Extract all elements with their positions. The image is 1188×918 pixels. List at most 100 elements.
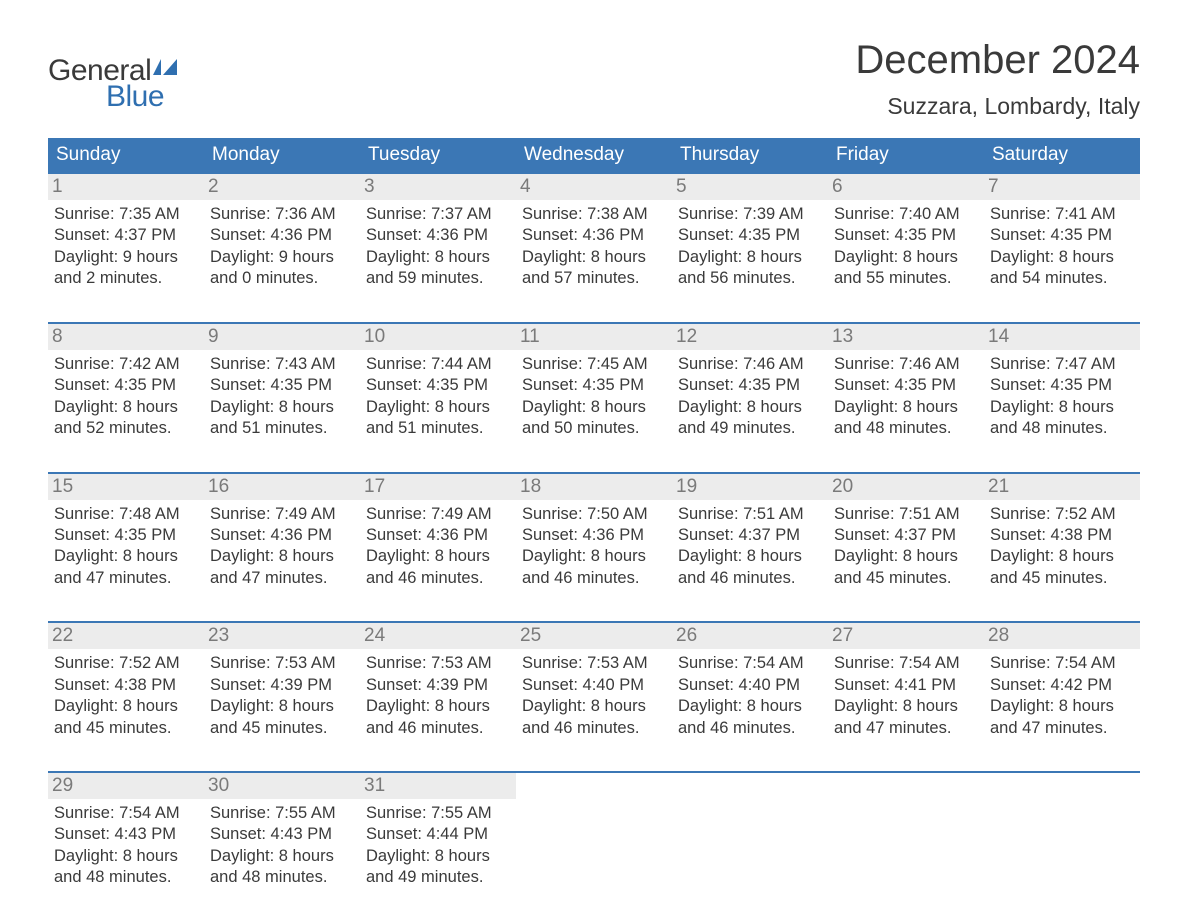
sunrise-line: Sunrise: 7:50 AM bbox=[522, 504, 666, 525]
day-number: 8 bbox=[48, 324, 204, 350]
sunrise-line: Sunrise: 7:54 AM bbox=[54, 803, 198, 824]
day-info: Sunrise: 7:36 AMSunset: 4:36 PMDaylight:… bbox=[210, 204, 354, 290]
dow-cell: Thursday bbox=[672, 138, 828, 172]
day-info: Sunrise: 7:55 AMSunset: 4:43 PMDaylight:… bbox=[210, 803, 354, 889]
daylight-line: Daylight: 8 hours and 54 minutes. bbox=[990, 247, 1134, 290]
daylight-line: Daylight: 8 hours and 49 minutes. bbox=[366, 846, 510, 889]
day-info: Sunrise: 7:47 AMSunset: 4:35 PMDaylight:… bbox=[990, 354, 1134, 440]
sunrise-line: Sunrise: 7:51 AM bbox=[678, 504, 822, 525]
day-info: Sunrise: 7:53 AMSunset: 4:40 PMDaylight:… bbox=[522, 653, 666, 739]
day-cell: 9 Sunrise: 7:43 AMSunset: 4:35 PMDaylight… bbox=[204, 324, 360, 462]
page-subtitle: Suzzara, Lombardy, Italy bbox=[855, 93, 1140, 120]
day-number: 27 bbox=[828, 623, 984, 649]
logo: General Blue bbox=[48, 54, 183, 114]
sunset-line: Sunset: 4:35 PM bbox=[54, 375, 198, 396]
logo-line2: Blue bbox=[106, 80, 183, 114]
day-info: Sunrise: 7:51 AMSunset: 4:37 PMDaylight:… bbox=[834, 504, 978, 590]
dow-cell: Sunday bbox=[48, 138, 204, 172]
day-cell: 23Sunrise: 7:53 AMSunset: 4:39 PMDayligh… bbox=[204, 623, 360, 761]
week-row: 1Sunrise: 7:35 AMSunset: 4:37 PMDaylight… bbox=[48, 172, 1140, 312]
daylight-line: Daylight: 8 hours and 45 minutes. bbox=[54, 696, 198, 739]
day-cell: 15Sunrise: 7:48 AMSunset: 4:35 PMDayligh… bbox=[48, 474, 204, 612]
sunset-line: Sunset: 4:35 PM bbox=[678, 225, 822, 246]
day-info: Sunrise: 7:48 AMSunset: 4:35 PMDaylight:… bbox=[54, 504, 198, 590]
sunset-line: Sunset: 4:36 PM bbox=[210, 525, 354, 546]
sunset-line: Sunset: 4:35 PM bbox=[210, 375, 354, 396]
daylight-line: Daylight: 8 hours and 47 minutes. bbox=[210, 546, 354, 589]
sunrise-line: Sunrise: 7:55 AM bbox=[210, 803, 354, 824]
sunset-line: Sunset: 4:37 PM bbox=[678, 525, 822, 546]
day-number: 9 bbox=[204, 324, 360, 350]
day-info: Sunrise: 7:54 AMSunset: 4:42 PMDaylight:… bbox=[990, 653, 1134, 739]
day-cell: 26Sunrise: 7:54 AMSunset: 4:40 PMDayligh… bbox=[672, 623, 828, 761]
day-info: Sunrise: 7:42 AMSunset: 4:35 PMDaylight:… bbox=[54, 354, 198, 440]
sunset-line: Sunset: 4:40 PM bbox=[678, 675, 822, 696]
day-cell: 4Sunrise: 7:38 AMSunset: 4:36 PMDaylight… bbox=[516, 174, 672, 312]
sunset-line: Sunset: 4:38 PM bbox=[990, 525, 1134, 546]
sunrise-line: Sunrise: 7:53 AM bbox=[366, 653, 510, 674]
sunset-line: Sunset: 4:43 PM bbox=[54, 824, 198, 845]
week-row: 15Sunrise: 7:48 AMSunset: 4:35 PMDayligh… bbox=[48, 472, 1140, 612]
daylight-line: Daylight: 8 hours and 46 minutes. bbox=[678, 696, 822, 739]
daylight-line: Daylight: 8 hours and 45 minutes. bbox=[990, 546, 1134, 589]
day-cell: 1Sunrise: 7:35 AMSunset: 4:37 PMDaylight… bbox=[48, 174, 204, 312]
sunset-line: Sunset: 4:35 PM bbox=[834, 225, 978, 246]
daylight-line: Daylight: 8 hours and 46 minutes. bbox=[678, 546, 822, 589]
day-info: Sunrise: 7:37 AMSunset: 4:36 PMDaylight:… bbox=[366, 204, 510, 290]
daylight-line: Daylight: 8 hours and 51 minutes. bbox=[366, 397, 510, 440]
sunset-line: Sunset: 4:35 PM bbox=[522, 375, 666, 396]
day-info: Sunrise: 7:54 AMSunset: 4:40 PMDaylight:… bbox=[678, 653, 822, 739]
day-number: 11 bbox=[516, 324, 672, 350]
day-cell: 21 Sunrise: 7:52 AMSunset: 4:38 PMDayligh… bbox=[984, 474, 1140, 612]
daylight-line: Daylight: 8 hours and 45 minutes. bbox=[834, 546, 978, 589]
sunset-line: Sunset: 4:36 PM bbox=[522, 525, 666, 546]
day-info: Sunrise: 7:35 AMSunset: 4:37 PMDaylight:… bbox=[54, 204, 198, 290]
day-number: 10 bbox=[360, 324, 516, 350]
day-cell bbox=[516, 773, 672, 911]
calendar: SundayMondayTuesdayWednesdayThursdayFrid… bbox=[48, 138, 1140, 911]
sunrise-line: Sunrise: 7:55 AM bbox=[366, 803, 510, 824]
sunrise-line: Sunrise: 7:47 AM bbox=[990, 354, 1134, 375]
day-info: Sunrise: 7:49 AMSunset: 4:36 PMDaylight:… bbox=[210, 504, 354, 590]
day-cell: 18Sunrise: 7:50 AMSunset: 4:36 PMDayligh… bbox=[516, 474, 672, 612]
day-number: 17 bbox=[360, 474, 516, 500]
daylight-line: Daylight: 8 hours and 46 minutes. bbox=[366, 546, 510, 589]
day-cell: 2Sunrise: 7:36 AMSunset: 4:36 PMDaylight… bbox=[204, 174, 360, 312]
daylight-line: Daylight: 8 hours and 47 minutes. bbox=[54, 546, 198, 589]
sunrise-line: Sunrise: 7:45 AM bbox=[522, 354, 666, 375]
daylight-line: Daylight: 9 hours and 0 minutes. bbox=[210, 247, 354, 290]
daylight-line: Daylight: 8 hours and 46 minutes. bbox=[522, 546, 666, 589]
day-cell: 25Sunrise: 7:53 AMSunset: 4:40 PMDayligh… bbox=[516, 623, 672, 761]
sunset-line: Sunset: 4:39 PM bbox=[366, 675, 510, 696]
day-info: Sunrise: 7:44 AMSunset: 4:35 PMDaylight:… bbox=[366, 354, 510, 440]
sunrise-line: Sunrise: 7:37 AM bbox=[366, 204, 510, 225]
day-info: Sunrise: 7:43 AMSunset: 4:35 PMDaylight:… bbox=[210, 354, 354, 440]
sunrise-line: Sunrise: 7:54 AM bbox=[834, 653, 978, 674]
sunset-line: Sunset: 4:36 PM bbox=[522, 225, 666, 246]
day-cell: 28Sunrise: 7:54 AMSunset: 4:42 PMDayligh… bbox=[984, 623, 1140, 761]
sunset-line: Sunset: 4:36 PM bbox=[210, 225, 354, 246]
sunrise-line: Sunrise: 7:49 AM bbox=[210, 504, 354, 525]
day-number: 24 bbox=[360, 623, 516, 649]
day-info: Sunrise: 7:51 AMSunset: 4:37 PMDaylight:… bbox=[678, 504, 822, 590]
day-number: 22 bbox=[48, 623, 204, 649]
day-cell: 17Sunrise: 7:49 AMSunset: 4:36 PMDayligh… bbox=[360, 474, 516, 612]
day-number: 21 bbox=[984, 474, 1140, 500]
day-info: Sunrise: 7:41 AMSunset: 4:35 PMDaylight:… bbox=[990, 204, 1134, 290]
day-cell: 10 Sunrise: 7:44 AMSunset: 4:35 PMDayligh… bbox=[360, 324, 516, 462]
sunrise-line: Sunrise: 7:52 AM bbox=[990, 504, 1134, 525]
daylight-line: Daylight: 8 hours and 59 minutes. bbox=[366, 247, 510, 290]
day-cell: 6Sunrise: 7:40 AMSunset: 4:35 PMDaylight… bbox=[828, 174, 984, 312]
day-number: 30 bbox=[204, 773, 360, 799]
sunrise-line: Sunrise: 7:40 AM bbox=[834, 204, 978, 225]
day-info: Sunrise: 7:45 AMSunset: 4:35 PMDaylight:… bbox=[522, 354, 666, 440]
day-number: 20 bbox=[828, 474, 984, 500]
sunset-line: Sunset: 4:35 PM bbox=[834, 375, 978, 396]
daylight-line: Daylight: 8 hours and 47 minutes. bbox=[834, 696, 978, 739]
sunset-line: Sunset: 4:36 PM bbox=[366, 225, 510, 246]
day-number: 23 bbox=[204, 623, 360, 649]
sunset-line: Sunset: 4:35 PM bbox=[990, 225, 1134, 246]
day-cell: 3Sunrise: 7:37 AMSunset: 4:36 PMDaylight… bbox=[360, 174, 516, 312]
day-cell: 24Sunrise: 7:53 AMSunset: 4:39 PMDayligh… bbox=[360, 623, 516, 761]
day-cell: 7Sunrise: 7:41 AMSunset: 4:35 PMDaylight… bbox=[984, 174, 1140, 312]
